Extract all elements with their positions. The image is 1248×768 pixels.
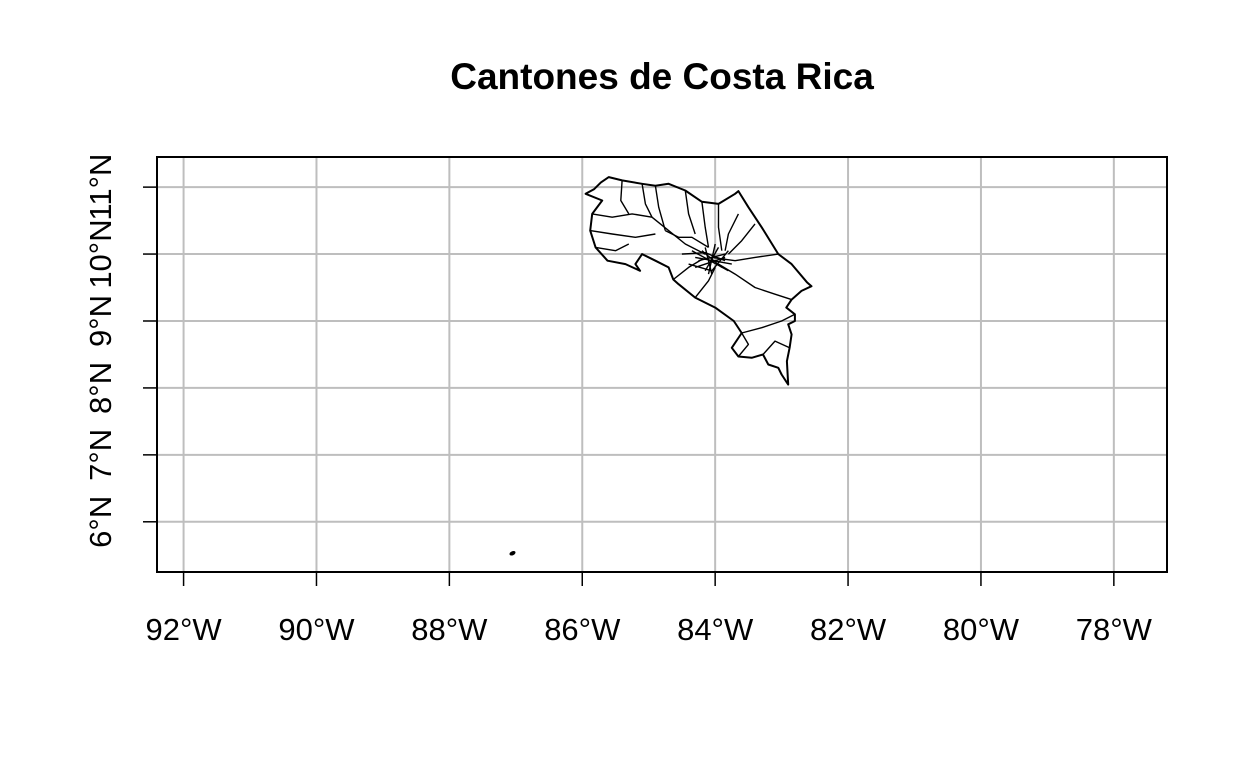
canton-boundary bbox=[724, 213, 740, 251]
x-axis-ticks: 92°W 90°W 88°W 86°W 84°W 82°W 80°W 78°W bbox=[146, 572, 1153, 647]
y-tick-label: 8°N bbox=[83, 362, 118, 414]
x-tick-label: 86°W bbox=[544, 612, 621, 647]
canton-boundary bbox=[707, 243, 716, 275]
canton-boundary bbox=[595, 243, 630, 252]
x-tick-label: 92°W bbox=[146, 612, 223, 647]
canton-boundary bbox=[654, 185, 666, 231]
canton-boundary bbox=[717, 203, 723, 251]
canton-boundary bbox=[741, 313, 796, 334]
canton-boundary bbox=[737, 332, 750, 357]
country-outline bbox=[584, 176, 813, 386]
x-tick-label: 82°W bbox=[810, 612, 887, 647]
island-marker bbox=[509, 550, 516, 556]
canton-boundary bbox=[681, 252, 726, 262]
plot-frame bbox=[156, 156, 1168, 573]
x-tick-label: 80°W bbox=[943, 612, 1020, 647]
canton-boundaries bbox=[509, 176, 813, 556]
canton-boundary bbox=[684, 190, 696, 235]
y-tick-label: 10°N bbox=[83, 219, 118, 288]
map-title: Cantones de Costa Rica bbox=[450, 56, 874, 97]
x-tick-label: 88°W bbox=[411, 612, 488, 647]
canton-boundary bbox=[718, 263, 792, 301]
canton-boundary bbox=[727, 223, 756, 255]
canton-boundary bbox=[590, 229, 656, 238]
canton-boundary bbox=[641, 183, 653, 218]
x-tick-label: 84°W bbox=[677, 612, 754, 647]
canton-boundary bbox=[711, 253, 779, 262]
y-axis-ticks: 6°N 7°N 8°N 9°N 10°N11°N bbox=[83, 154, 157, 548]
y-tick-label: 7°N bbox=[83, 429, 118, 481]
x-tick-label: 78°W bbox=[1076, 612, 1153, 647]
y-tick-label: 9°N bbox=[83, 295, 118, 347]
canton-boundary bbox=[694, 267, 716, 299]
canton-boundary bbox=[688, 250, 729, 272]
gridlines-longitude bbox=[182, 157, 1115, 572]
y-tick-label: 11°N bbox=[83, 154, 118, 221]
canton-boundary bbox=[691, 250, 729, 272]
gridlines-latitude bbox=[157, 186, 1167, 523]
y-tick-label: 6°N bbox=[83, 496, 118, 548]
canton-boundary bbox=[664, 229, 709, 248]
canton-boundary bbox=[651, 216, 706, 255]
x-tick-label: 90°W bbox=[278, 612, 355, 647]
canton-boundary bbox=[762, 340, 790, 355]
canton-boundary bbox=[592, 213, 653, 218]
canton-boundary bbox=[704, 247, 713, 275]
canton-boundary bbox=[701, 201, 710, 248]
canton-boundary bbox=[620, 180, 630, 215]
